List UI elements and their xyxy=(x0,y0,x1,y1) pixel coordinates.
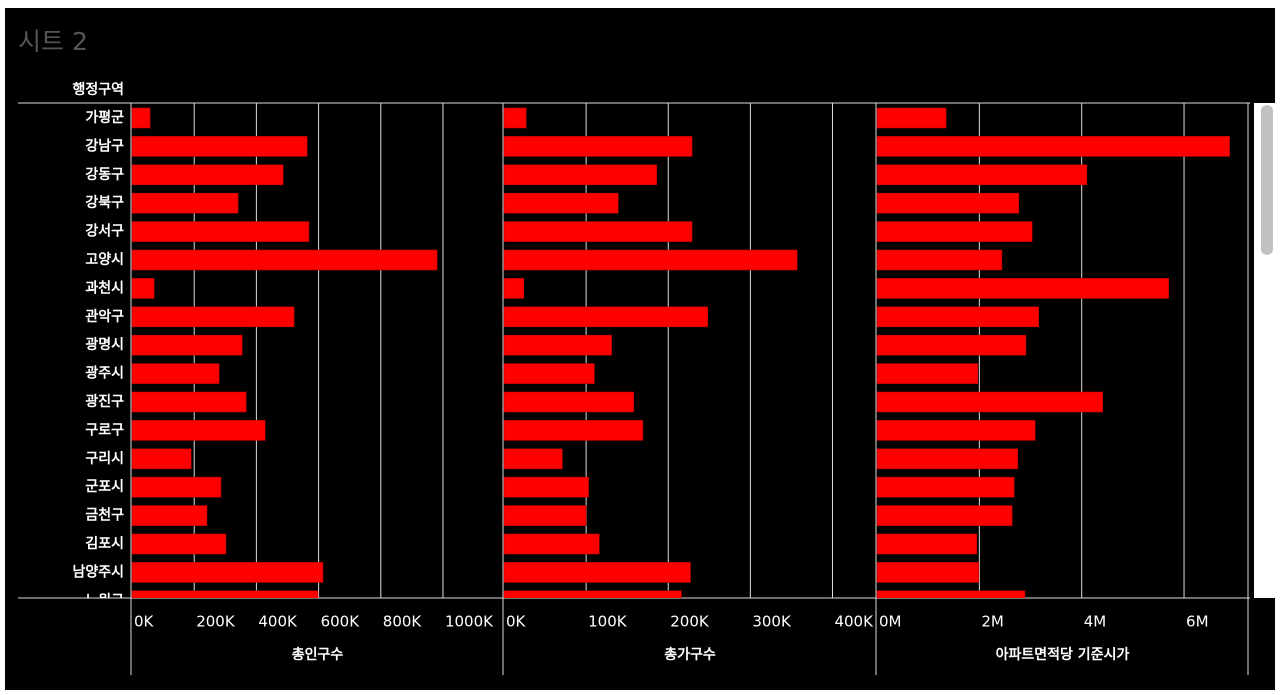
row-header: 행정구역 xyxy=(72,81,124,98)
axes-layer: 0K 200K 400K 600K 800K 1000K 총인구수 0K 100K 200K 300… xyxy=(130,103,1249,675)
x-tick-label: 400K xyxy=(834,613,874,631)
bar xyxy=(131,590,319,598)
bar xyxy=(876,221,1033,242)
axis-title: 아파트면적당 기준시가 xyxy=(996,646,1130,663)
bar xyxy=(503,533,600,555)
sheet-title: 시트 2 xyxy=(18,27,88,56)
bar xyxy=(876,136,1230,157)
x-tick-label: 800K xyxy=(383,613,423,631)
x-tick-label: 600K xyxy=(321,613,361,631)
row-label: 강동구 xyxy=(85,166,124,183)
row-label: 광명시 xyxy=(85,336,124,353)
row-label: 금천구 xyxy=(85,508,124,524)
bar xyxy=(131,363,220,384)
row-label: 노원구 xyxy=(85,593,124,609)
x-tick-label: 200K xyxy=(670,613,710,631)
axis-title: 총인구수 xyxy=(292,646,344,663)
bar xyxy=(503,136,693,157)
rows-layer: 가평군강남구강동구강북구강서구고양시과천시관악구광명시광주시광진구구로구구리시군… xyxy=(72,107,1230,609)
row-label: 군포시 xyxy=(85,479,124,495)
row-label: 가평군 xyxy=(85,109,124,126)
bar xyxy=(876,448,1019,470)
bar xyxy=(876,476,1015,498)
bar xyxy=(131,278,155,299)
row-label: 광진구 xyxy=(85,393,124,410)
bar xyxy=(131,164,284,186)
bar xyxy=(876,192,1020,214)
x-tick-label: 1000K xyxy=(445,613,494,631)
bar xyxy=(876,505,1013,526)
x-tick-label: 400K xyxy=(258,613,298,631)
bar xyxy=(503,363,595,384)
row-label: 김포시 xyxy=(85,535,124,552)
bar xyxy=(131,221,310,242)
bar xyxy=(503,420,644,441)
bar xyxy=(131,334,243,356)
bar xyxy=(503,107,527,129)
bar xyxy=(131,249,438,271)
bar xyxy=(503,249,798,271)
bar xyxy=(876,562,980,583)
row-label: 구리시 xyxy=(85,451,124,467)
x-tick-label: 100K xyxy=(588,613,628,631)
bar xyxy=(876,590,1026,598)
bar xyxy=(876,306,1040,328)
x-tick-label: 0K xyxy=(506,613,527,631)
bar xyxy=(876,363,979,384)
bar xyxy=(131,107,151,129)
bar xyxy=(131,136,308,157)
x-tick-label: 200K xyxy=(196,613,236,631)
row-label: 강서구 xyxy=(85,223,124,240)
bar xyxy=(876,420,1036,441)
x-tick-label: 0K xyxy=(134,613,155,631)
row-label: 강남구 xyxy=(85,137,124,154)
bar xyxy=(131,533,227,555)
axis-title: 총가구수 xyxy=(664,647,716,663)
bar xyxy=(876,107,947,129)
row-label: 고양시 xyxy=(85,252,124,268)
bar xyxy=(503,391,635,413)
bar xyxy=(503,192,619,214)
bar xyxy=(876,391,1103,413)
row-label: 강북구 xyxy=(85,194,124,211)
bar xyxy=(503,221,693,242)
bar xyxy=(503,164,658,186)
bar xyxy=(503,278,525,299)
bar xyxy=(131,192,239,214)
bar xyxy=(876,334,1027,356)
bar xyxy=(131,476,222,498)
x-tick-label: 4M xyxy=(1084,613,1107,631)
bar xyxy=(131,448,192,470)
bar xyxy=(876,533,978,555)
row-label: 과천시 xyxy=(85,280,124,296)
bar xyxy=(876,249,1003,271)
bar xyxy=(876,164,1088,186)
row-label: 남양주시 xyxy=(72,563,124,580)
row-label: 관악구 xyxy=(85,308,124,325)
scroll-thumb[interactable] xyxy=(1261,105,1273,255)
bar xyxy=(503,562,691,583)
bar xyxy=(876,278,1169,299)
x-tick-label: 0M xyxy=(879,613,902,631)
bar xyxy=(131,505,208,526)
row-label: 구로구 xyxy=(85,422,124,438)
x-tick-label: 6M xyxy=(1186,613,1209,631)
x-tick-label: 2M xyxy=(981,613,1004,631)
x-tick-label: 300K xyxy=(752,613,792,631)
bar xyxy=(131,306,295,328)
bar xyxy=(503,448,563,470)
bar xyxy=(503,306,708,328)
bar xyxy=(131,420,266,441)
bar xyxy=(503,505,587,526)
bar xyxy=(131,562,324,583)
bar xyxy=(503,334,612,356)
row-label: 광주시 xyxy=(85,365,124,382)
bar xyxy=(503,476,589,498)
bar xyxy=(503,590,682,598)
bar xyxy=(131,391,247,413)
